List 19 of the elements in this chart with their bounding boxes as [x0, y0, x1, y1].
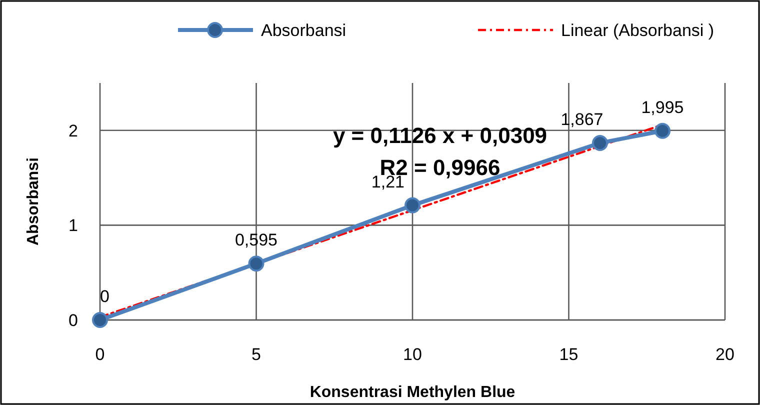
legend-label: Linear (Absorbansi ) — [561, 21, 714, 40]
y-axis-title: Absorbansi — [25, 157, 42, 246]
data-label: 1,995 — [641, 98, 684, 117]
x-tick-label: 0 — [95, 345, 105, 364]
x-tick-label: 5 — [252, 345, 261, 364]
y-tick-label: 0 — [68, 311, 78, 330]
x-axis-title: Konsentrasi Methylen Blue — [310, 384, 516, 401]
y-tick-label: 1 — [68, 216, 78, 236]
point — [654, 122, 670, 139]
data-label: 0 — [100, 287, 110, 306]
point — [92, 312, 108, 328]
x-tick-label: 20 — [716, 345, 734, 364]
x-tick-label: 15 — [559, 345, 578, 364]
point — [404, 197, 420, 214]
legend-label: Absorbansi — [261, 21, 346, 40]
x-tick-label: 10 — [403, 345, 422, 364]
y-tick-label: 2 — [68, 121, 78, 140]
point — [248, 256, 264, 272]
point — [592, 135, 608, 152]
